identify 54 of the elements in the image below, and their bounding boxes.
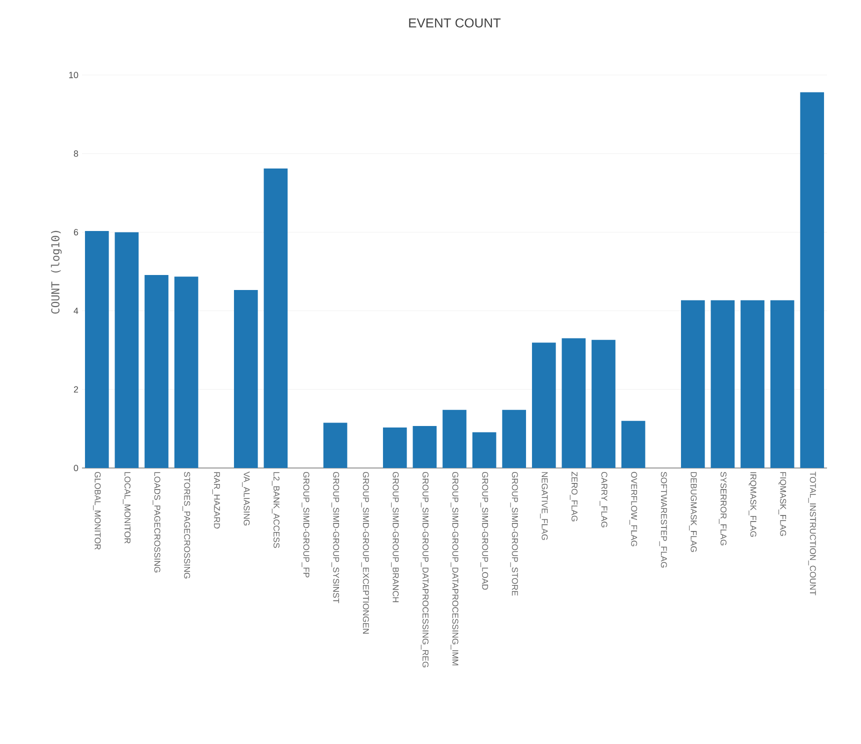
chart-title: EVENT COUNT	[409, 18, 501, 28]
x-tick-label: GROUP_SIMD-GROUP_LOAD	[480, 472, 488, 590]
bar	[323, 422, 348, 468]
x-tick-label: LOCAL_MONITOR	[122, 472, 130, 544]
bar	[770, 300, 794, 468]
x-tick-label: OVERFLOW_FLAG	[630, 472, 638, 546]
x-tick-label: SOFTWARESTEP_FLAG	[659, 472, 667, 568]
x-tick-label: GLOBAL_MONITOR	[93, 472, 101, 550]
x-tick-label: RAR_HAZARD	[212, 472, 220, 529]
x-tick-label: STORES_PAGECROSSING	[182, 472, 190, 578]
y-tick-label: 10	[69, 72, 78, 78]
bar	[174, 276, 198, 468]
x-tick-label: DEBUGMASK_FLAG	[689, 472, 697, 552]
bar	[800, 92, 824, 468]
y-axis-title: COUNT (log10)	[50, 230, 62, 314]
x-tick-label: SYSERROR_FLAG	[718, 472, 726, 546]
x-tick-label: CARRY_FLAG	[600, 472, 608, 528]
x-tick-label: ZERO_FLAG	[570, 472, 578, 522]
x-tick-label: IRQMASK_FLAG	[748, 472, 756, 537]
x-tick-label: L2_BANK_ACCESS	[272, 472, 280, 548]
bar	[680, 300, 705, 468]
y-tick-label: 6	[74, 229, 78, 236]
bar	[234, 290, 258, 468]
x-tick-label: FIQMASK_FLAG	[778, 472, 786, 536]
bar	[502, 410, 526, 468]
x-tick-label: NEGATIVE_FLAG	[540, 472, 548, 540]
x-tick-label: GROUP_SIMD-GROUP_STORE	[510, 472, 518, 596]
y-tick-label: 2	[74, 386, 78, 393]
x-tick-label: LOADS_PAGECROSSING	[152, 472, 160, 572]
bar	[621, 420, 646, 468]
x-tick-label: VA_ALIASING	[242, 472, 250, 526]
y-tick-label: 0	[74, 464, 78, 472]
bar	[382, 428, 407, 468]
bar	[114, 232, 139, 468]
bar	[144, 275, 168, 468]
bar	[84, 231, 109, 468]
x-tick-label: GROUP_SIMD-GROUP_DATAPROCESSING_REG	[420, 472, 428, 668]
x-tick-label: GROUP_SIMD-GROUP_BRANCH	[391, 472, 399, 602]
x-tick-label: GROUP_SIMD-GROUP_FP	[302, 472, 310, 578]
bar	[264, 168, 288, 468]
bar	[562, 338, 586, 468]
x-tick-label: TOTAL_INSTRUCTION_COUNT	[808, 472, 816, 596]
bar	[592, 340, 616, 468]
y-tick-label: 8	[74, 150, 78, 157]
y-tick-label: 4	[74, 308, 78, 314]
x-tick-label: GROUP_SIMD-GROUP_DATAPROCESSING_IMM	[450, 472, 458, 666]
bar	[532, 342, 556, 468]
bar	[412, 426, 437, 468]
x-tick-label: GROUP_SIMD-GROUP_EXCEPTIONGEN	[361, 472, 369, 634]
x-tick-label: GROUP_SIMD-GROUP_SYSINST	[332, 472, 340, 604]
bar	[442, 410, 466, 468]
bar	[710, 300, 735, 468]
bar	[740, 300, 764, 468]
bar	[472, 432, 496, 468]
